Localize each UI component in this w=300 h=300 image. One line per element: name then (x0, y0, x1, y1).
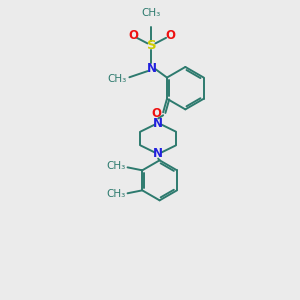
Text: O: O (165, 29, 175, 42)
Text: CH₃: CH₃ (107, 190, 126, 200)
Text: S: S (147, 39, 156, 52)
Text: CH₃: CH₃ (142, 8, 161, 17)
Text: N: N (146, 61, 157, 75)
Text: CH₃: CH₃ (107, 161, 126, 171)
Text: N: N (153, 147, 163, 160)
Text: N: N (153, 117, 163, 130)
Text: O: O (151, 107, 161, 120)
Text: O: O (128, 29, 138, 42)
Text: CH₃: CH₃ (108, 74, 127, 84)
